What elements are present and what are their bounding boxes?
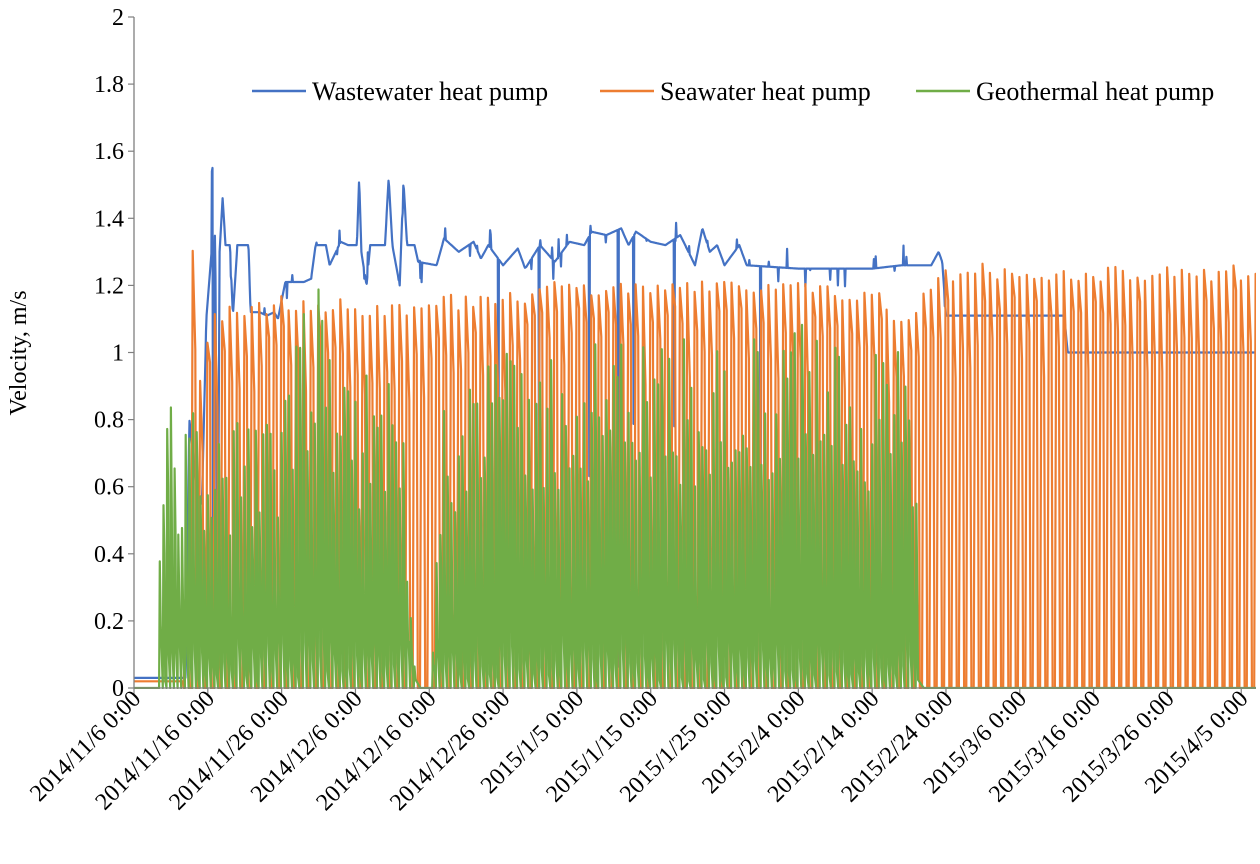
axis-layer [128,16,1256,694]
y-axis-label: Velocity, m/s [6,290,32,415]
y-tick-label: 1.8 [94,72,124,98]
y-tick-label: 0.6 [94,475,124,501]
legend-label: Wastewater heat pump [312,77,548,106]
y-tick-label: 1 [112,341,124,367]
y-tick-label: 1.4 [94,206,124,232]
y-tick-label: 0.8 [94,408,124,434]
legend: Wastewater heat pump Seawater heat pump Ge… [252,77,1214,106]
y-tick-label: 1.2 [94,273,124,299]
y-tick-label: 0.2 [94,609,124,635]
series-layer [134,166,1256,689]
y-tick-label: 1.6 [94,139,124,165]
y-tick-label: 0 [112,676,124,702]
legend-item-geothermal: Geothermal heat pump [916,77,1214,106]
y-tick-labels: 0 0.2 0.4 0.6 0.8 1 1.2 1.4 1.6 1.8 2 [94,5,124,702]
legend-label: Seawater heat pump [660,77,871,106]
y-tick-label: 2 [112,5,124,31]
legend-label: Geothermal heat pump [976,77,1214,106]
geothermal-series-line [134,288,1256,689]
wastewater-series-line [134,166,1256,679]
legend-item-seawater: Seawater heat pump [600,77,871,106]
y-tick-label: 0.4 [94,542,124,568]
legend-item-wastewater: Wastewater heat pump [252,77,548,106]
